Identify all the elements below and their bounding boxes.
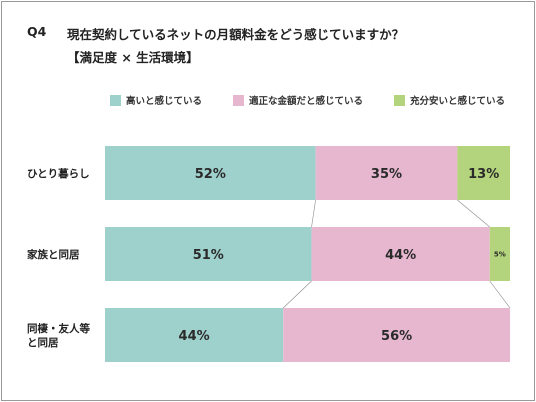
bar-segment-1-row-0 [315,146,458,200]
bar-segment-1-row-1 [311,227,490,281]
legend-item-cheap: 充分安いと感じている [394,93,505,107]
category-label-row-1: 家族と同居 [27,248,80,261]
legend-swatch-cheap [394,94,405,106]
bar-label-0-row-0: 52% [195,167,226,182]
legend-label-cheap: 充分安いと感じている [410,96,506,107]
bar-label-0-row-2: 44% [179,329,210,344]
chart-subtitle: 【満足度 × 生活環境】 [67,50,199,65]
legend-item-high: 高いと感じている [110,93,202,107]
bar-label-1-row-1: 44% [385,248,416,263]
bar-segment-1-row-2 [283,308,510,362]
connector-line-1-2 [489,280,511,309]
bar-segment-2-row-1 [489,227,510,281]
question-number: Q4 [27,24,47,39]
bar-segment-0-row-2 [105,308,284,362]
bar-label-2-row-0: 13% [468,167,499,182]
connector-line-0-1 [311,199,316,228]
legend: 高いと感じている 適正な金額だと感じている 充分安いと感じている [0,93,536,109]
legend-label-high: 高いと感じている [126,96,203,107]
connector-line-0-2 [457,199,490,228]
legend-swatch-fair [233,94,244,106]
category-label-row-2-line-0: 同棲・友人等 [27,322,90,335]
legend-item-fair: 適正な金額だと感じている [233,93,363,107]
legend-swatch-high [110,94,121,106]
bar-segment-0-row-1 [105,227,312,281]
category-label-row-0: ひとり暮らし [27,167,90,180]
category-label-row-2-line-1: と同居 [27,337,59,349]
chart-title: 現在契約しているネットの月額料金をどう感じていますか？ [67,27,405,42]
connector-line-1-1 [282,280,312,309]
legend-label-fair: 適正な金額だと感じている [249,96,364,107]
bar-label-1-row-2: 56% [381,329,412,344]
bar-segment-0-row-0 [105,146,316,200]
bar-segment-2-row-0 [457,146,510,200]
bar-label-2-row-1: 5% [494,251,506,259]
bar-label-0-row-1: 51% [193,248,224,263]
bar-label-1-row-0: 35% [371,167,402,182]
